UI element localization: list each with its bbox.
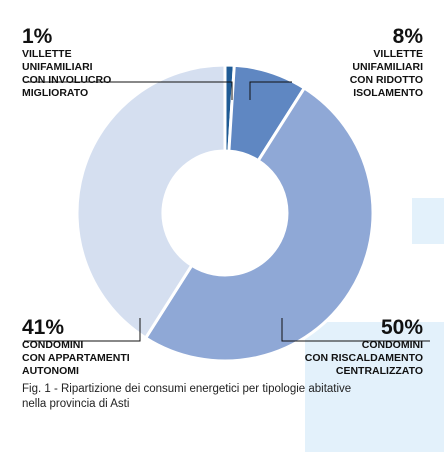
donut-slice-3 (143, 85, 375, 363)
slice-2-label: VILLETTE UNIFAMILIARI CON RIDOTTO ISOLAM… (349, 48, 423, 99)
leader-lines (24, 81, 430, 342)
slice-3-label: CONDOMINI CON RISCALDAMENTO CENTRALIZZAT… (304, 339, 423, 377)
slice-1-label: VILLETTE UNIFAMILIARI CON INVOLUCRO MIGL… (22, 48, 112, 99)
callout-slice-4: 41% CONDOMINI CON APPARTAMENTI AUTONOMI (22, 316, 197, 378)
figure-caption: Fig. 1 - Ripartizione dei consumi energe… (22, 383, 352, 410)
donut-slice-4 (75, 63, 227, 341)
callout-slice-2: 8% VILLETTE UNIFAMILIARI CON RIDOTTO ISO… (248, 25, 423, 100)
leader-line-1 (24, 81, 233, 100)
leader-line-2 (249, 81, 292, 100)
leader-line-3 (281, 318, 430, 342)
background-decoration-top (412, 198, 444, 244)
slice-3-percent: 50% (380, 316, 423, 339)
slice-4-label: CONDOMINI CON APPARTAMENTI AUTONOMI (22, 339, 130, 377)
donut-slices (75, 63, 375, 363)
callout-slice-3: 50% CONDOMINI CON RISCALDAMENTO CENTRALI… (248, 316, 423, 378)
slice-2-percent: 8% (392, 25, 423, 48)
slice-4-percent: 41% (22, 316, 65, 339)
slice-1-percent: 1% (22, 25, 53, 48)
background-decoration-bottom (305, 322, 444, 452)
callout-slice-1: 1% VILLETTE UNIFAMILIARI CON INVOLUCRO M… (22, 25, 197, 100)
leader-line-4 (24, 318, 141, 342)
